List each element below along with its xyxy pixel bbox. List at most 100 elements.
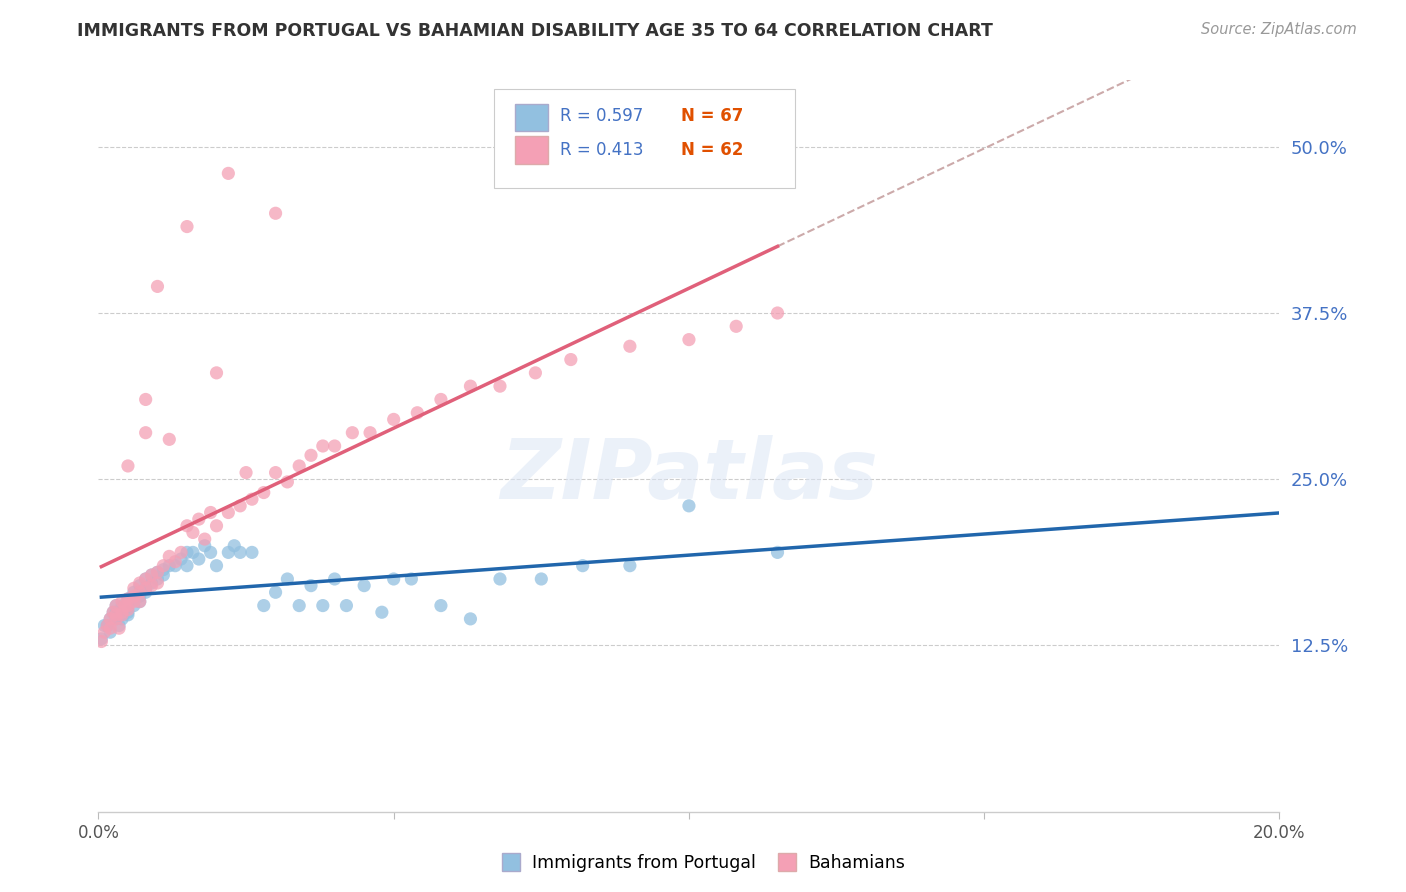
Point: [170, 545, 193, 559]
Point: [135, 582, 157, 596]
Point: [117, 591, 139, 606]
Point: [619, 558, 641, 573]
Point: [114, 602, 136, 616]
Point: [224, 539, 246, 553]
Point: [117, 602, 139, 616]
Point: [105, 612, 128, 626]
Text: Source: ZipAtlas.com: Source: ZipAtlas.com: [1201, 22, 1357, 37]
Point: [342, 425, 364, 440]
Point: [371, 605, 394, 619]
Point: [200, 506, 222, 520]
Point: [141, 568, 163, 582]
Point: [111, 594, 134, 608]
Point: [135, 585, 157, 599]
Point: [117, 458, 139, 473]
Point: [128, 589, 150, 603]
Point: [122, 599, 145, 613]
Point: [157, 433, 180, 447]
Point: [146, 572, 169, 586]
Point: [288, 458, 311, 473]
Point: [117, 607, 139, 622]
Point: [96, 618, 118, 632]
Point: [299, 579, 322, 593]
Point: [98, 612, 121, 626]
Point: [264, 466, 287, 480]
Point: [135, 572, 157, 586]
Point: [108, 618, 131, 632]
Point: [152, 558, 174, 573]
Point: [678, 499, 700, 513]
Point: [194, 539, 217, 553]
Point: [235, 466, 257, 480]
Point: [141, 568, 163, 582]
Point: [105, 607, 128, 622]
Point: [460, 379, 482, 393]
Point: [205, 518, 228, 533]
Point: [187, 512, 209, 526]
Point: [264, 206, 287, 220]
Point: [766, 545, 789, 559]
Point: [312, 599, 335, 613]
Point: [146, 279, 169, 293]
Point: [141, 576, 163, 591]
Point: [105, 605, 128, 619]
Point: [117, 599, 139, 613]
Point: [359, 425, 381, 440]
Point: [382, 412, 405, 426]
Point: [200, 545, 222, 559]
Point: [619, 339, 641, 353]
Point: [146, 576, 169, 591]
Point: [122, 589, 145, 603]
Point: [194, 532, 217, 546]
Point: [93, 625, 115, 640]
Text: N = 67: N = 67: [681, 107, 742, 125]
Point: [181, 545, 204, 559]
Point: [217, 545, 239, 559]
Bar: [516, 136, 548, 163]
Point: [217, 506, 239, 520]
Point: [98, 625, 121, 640]
Point: [122, 585, 145, 599]
FancyBboxPatch shape: [494, 89, 796, 188]
Point: [157, 558, 180, 573]
Point: [128, 594, 150, 608]
Point: [524, 366, 547, 380]
Point: [430, 392, 453, 407]
Point: [240, 492, 263, 507]
Point: [117, 591, 139, 606]
Point: [176, 558, 198, 573]
Point: [181, 525, 204, 540]
Point: [135, 425, 157, 440]
Point: [117, 605, 139, 619]
Point: [93, 618, 115, 632]
Point: [152, 563, 174, 577]
Point: [430, 599, 453, 613]
Point: [96, 618, 118, 632]
Text: ZIPatlas: ZIPatlas: [501, 434, 877, 516]
Point: [571, 558, 593, 573]
Point: [128, 594, 150, 608]
Point: [678, 333, 700, 347]
Point: [135, 582, 157, 596]
Text: R = 0.413: R = 0.413: [560, 141, 644, 159]
Point: [725, 319, 748, 334]
Point: [276, 572, 298, 586]
Point: [353, 579, 375, 593]
Point: [323, 572, 346, 586]
Point: [766, 306, 789, 320]
Point: [253, 485, 276, 500]
Point: [157, 549, 180, 564]
Point: [229, 499, 252, 513]
Point: [146, 566, 169, 580]
Point: [489, 572, 512, 586]
Point: [122, 591, 145, 606]
Point: [111, 599, 134, 613]
Legend: Immigrants from Portugal, Bahamians: Immigrants from Portugal, Bahamians: [494, 847, 912, 879]
Point: [165, 558, 187, 573]
Point: [114, 599, 136, 613]
Point: [170, 552, 193, 566]
Point: [111, 607, 134, 622]
Point: [108, 621, 131, 635]
Point: [323, 439, 346, 453]
Point: [217, 166, 239, 180]
